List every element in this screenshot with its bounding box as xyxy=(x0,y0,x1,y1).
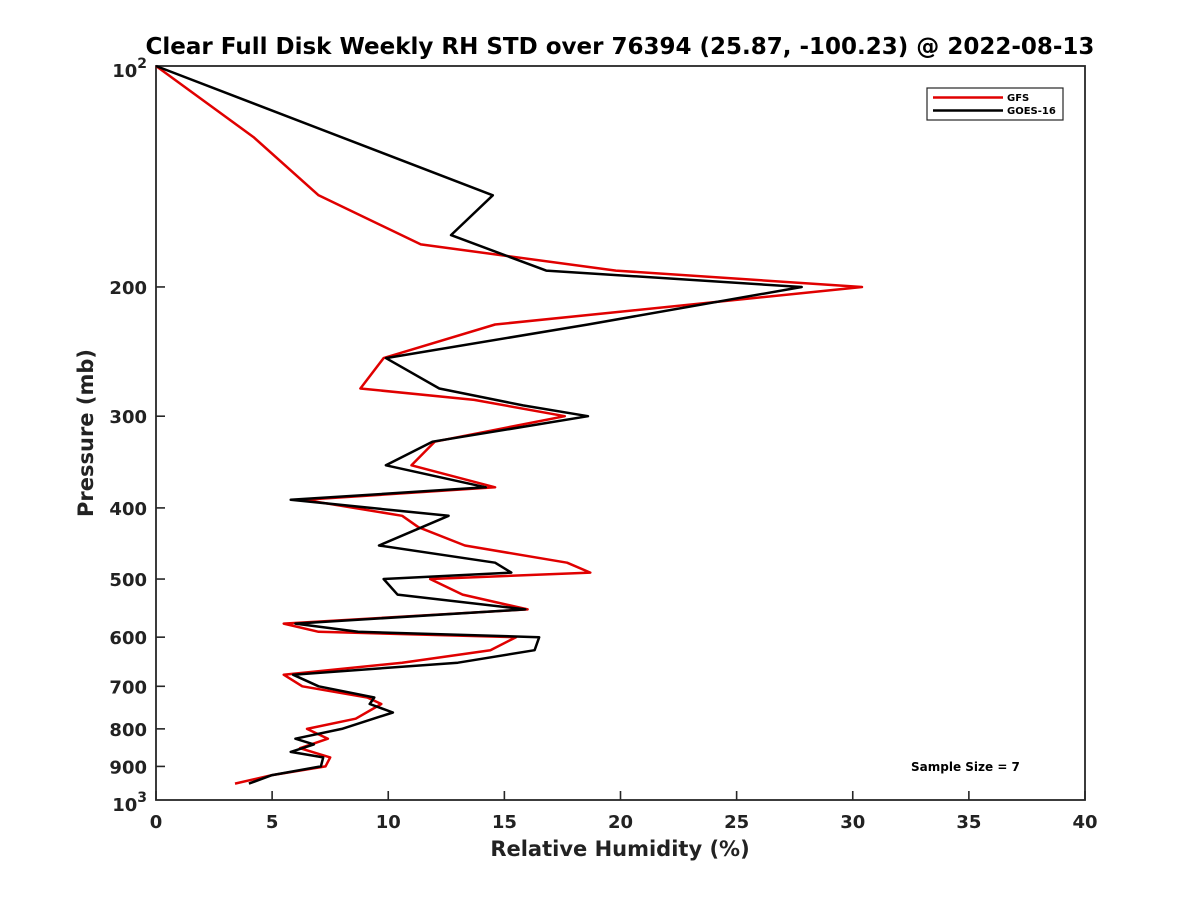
legend: GFS GOES-16 xyxy=(926,87,1064,121)
x-tick-label: 15 xyxy=(492,812,517,833)
x-tick-label: 20 xyxy=(608,812,633,833)
series-layer xyxy=(155,64,864,785)
series-line-goes-16 xyxy=(155,64,803,785)
legend-label-goes-16: GOES-16 xyxy=(1007,106,1056,117)
x-tick-label: 0 xyxy=(150,812,163,833)
y-tick-base: 10 xyxy=(112,61,137,82)
x-tick-label: 35 xyxy=(956,812,981,833)
chart-title: Clear Full Disk Weekly RH STD over 76394… xyxy=(146,34,1095,60)
x-tick-label: 25 xyxy=(724,812,749,833)
y-axis-label: Pressure (mb) xyxy=(74,349,98,517)
y-tick-label: 700 xyxy=(109,677,147,698)
x-tick-label: 5 xyxy=(266,812,279,833)
legend-label-gfs: GFS xyxy=(1007,93,1029,104)
legend-box xyxy=(926,87,1064,121)
sample-size-annotation: Sample Size = 7 xyxy=(911,760,1020,774)
x-axis-label: Relative Humidity (%) xyxy=(490,837,749,861)
y-tick-label: 300 xyxy=(109,407,147,428)
series-line-gfs xyxy=(155,64,864,785)
x-axis-ticks: 0 5 10 15 20 25 30 35 40 xyxy=(150,791,1098,833)
y-tick-label: 200 xyxy=(109,278,147,299)
y-tick-label: 600 xyxy=(109,628,147,649)
y-tick-exponent: 3 xyxy=(137,790,147,806)
y-tick-label-power: 103 xyxy=(112,790,147,816)
y-tick-label: 500 xyxy=(109,570,147,591)
y-tick-label: 400 xyxy=(109,499,147,520)
y-tick-exponent: 2 xyxy=(137,56,147,72)
y-tick-label: 800 xyxy=(109,720,147,741)
x-tick-label: 30 xyxy=(840,812,865,833)
x-tick-label: 40 xyxy=(1072,812,1097,833)
y-tick-label: 900 xyxy=(109,757,147,778)
y-tick-base: 10 xyxy=(112,795,137,816)
y-tick-label-power: 102 xyxy=(112,56,147,82)
x-tick-label: 10 xyxy=(376,812,401,833)
